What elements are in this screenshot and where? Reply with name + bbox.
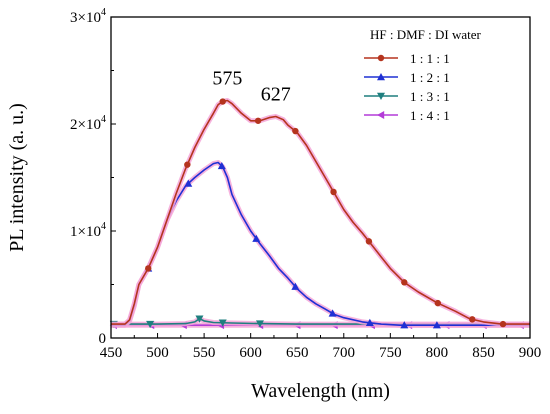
legend-item-2: 1 : 2 : 1 [364,70,450,85]
legend-title: HF : DMF : DI water [370,27,482,42]
data-point [400,321,409,329]
data-point [184,161,191,168]
legend-marker [377,54,385,62]
legend-item-4: 1 : 4 : 1 [364,108,450,123]
legend-item-1: 1 : 1 : 1 [364,51,450,66]
x-tick-label: 600 [239,345,262,361]
plot-area [109,98,530,330]
x-tick-label: 750 [379,345,402,361]
data-point [292,127,299,135]
x-tick-label: 700 [333,345,356,361]
legend-label: 1 : 3 : 1 [410,89,450,104]
x-tick-label: 900 [519,345,542,361]
data-point [328,309,337,317]
x-tick-label: 800 [426,345,449,361]
x-tick-label: 450 [100,345,123,361]
data-point [469,316,476,323]
data-point [146,320,155,329]
data-point [219,98,226,105]
legend-marker [377,92,385,100]
series-line [111,99,530,325]
data-point [252,234,261,242]
x-axis-title: Wavelength (nm) [251,380,390,402]
series-1 [111,98,530,328]
series-line [111,161,530,326]
x-tick-label: 850 [472,345,495,361]
axes: 450 500 550 600 650 700 750 800 850 900 0 1×104 2×10… [6,7,541,402]
y-tick-label: 2×104 [70,114,106,133]
data-point [291,282,300,290]
data-point [365,238,373,245]
data-point [184,179,193,187]
data-point [145,265,152,272]
data-point [432,321,441,329]
data-point [434,299,442,307]
legend-item-3: 1 : 3 : 1 [364,89,450,104]
series-halo [111,160,530,328]
series-2 [111,160,530,329]
x-tick-label: 500 [146,345,169,361]
data-point [255,320,264,328]
data-point [254,117,262,124]
legend-label: 1 : 1 : 1 [410,51,450,66]
x-tick-label: 650 [286,345,309,361]
data-point [195,315,204,323]
legend-marker [377,73,385,81]
data-point [218,319,227,327]
data-point [330,188,337,196]
y-tick-label: 0 [99,331,107,347]
series-halo [111,98,530,327]
y-tick-label: 3×104 [70,7,106,26]
peak-annotation: 627 [261,84,291,106]
legend-marker [377,111,385,119]
legend-label: 1 : 4 : 1 [410,108,450,123]
data-point [217,161,226,170]
y-tick-label: 1×104 [70,221,106,240]
data-point [499,320,507,328]
data-point [401,279,408,286]
legend: HF : DMF : DI water 1 : 1 : 1 1 : 2 : 1 1 :… [364,27,482,123]
data-point [365,318,374,327]
peak-annotation: 575 [212,68,242,90]
y-axis-title: PL intensity (a. u.) [6,103,28,252]
x-tick-label: 550 [193,345,216,361]
legend-label: 1 : 2 : 1 [410,70,450,85]
plot-frame [110,16,531,339]
